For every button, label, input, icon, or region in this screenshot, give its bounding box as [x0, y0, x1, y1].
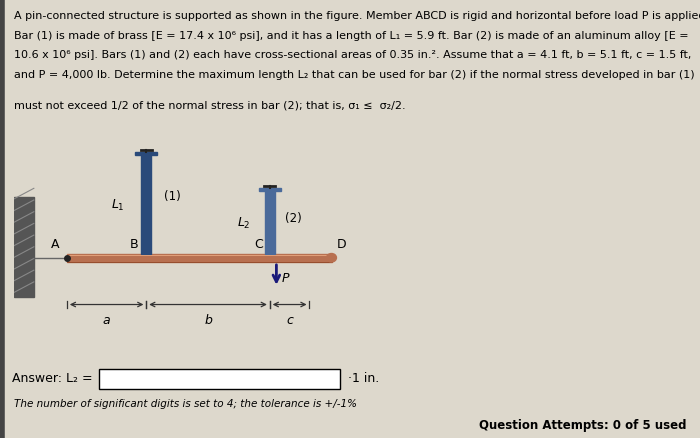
Text: B: B: [130, 237, 139, 251]
Bar: [14, 198, 34, 297]
Text: $L_2$: $L_2$: [237, 215, 250, 230]
Text: and P = 4,000 lb. Determine the maximum length L₂ that can be used for bar (2) i: and P = 4,000 lb. Determine the maximum …: [14, 70, 694, 80]
Text: C: C: [254, 237, 263, 251]
Text: Answer: L₂ =: Answer: L₂ =: [13, 371, 93, 384]
Text: c: c: [286, 313, 293, 326]
Bar: [99, 369, 340, 390]
Ellipse shape: [327, 254, 337, 262]
Text: A: A: [50, 237, 59, 251]
Text: Question Attempts: 0 of 5 used: Question Attempts: 0 of 5 used: [479, 418, 686, 431]
Text: (2): (2): [285, 212, 302, 225]
Bar: [141, 156, 151, 254]
Text: ·1 in.: ·1 in.: [349, 371, 379, 384]
Text: a: a: [103, 313, 111, 326]
Text: $L_1$: $L_1$: [111, 197, 125, 212]
Bar: [135, 153, 158, 156]
Text: 10.6 x 10⁶ psi]. Bars (1) and (2) each have cross-sectional areas of 0.35 in.². : 10.6 x 10⁶ psi]. Bars (1) and (2) each h…: [14, 50, 691, 60]
Text: (1): (1): [164, 189, 181, 202]
Bar: [259, 189, 281, 192]
Text: must not exceed 1/2 of the normal stress in bar (2); that is, σ₁ ≤  σ₂/2.: must not exceed 1/2 of the normal stress…: [14, 101, 405, 111]
Text: Bar (1) is made of brass [E = 17.4 x 10⁶ psi], and it has a length of L₁ = 5.9 f: Bar (1) is made of brass [E = 17.4 x 10⁶…: [14, 31, 689, 41]
Text: D: D: [337, 237, 346, 251]
Text: P: P: [282, 271, 290, 284]
Bar: [265, 192, 274, 254]
Text: b: b: [204, 313, 212, 326]
Text: The number of significant digits is set to 4; the tolerance is +/-1%: The number of significant digits is set …: [14, 399, 357, 409]
Text: A pin-connected structure is supported as shown in the figure. Member ABCD is ri: A pin-connected structure is supported a…: [14, 11, 700, 21]
Bar: [67, 254, 332, 262]
